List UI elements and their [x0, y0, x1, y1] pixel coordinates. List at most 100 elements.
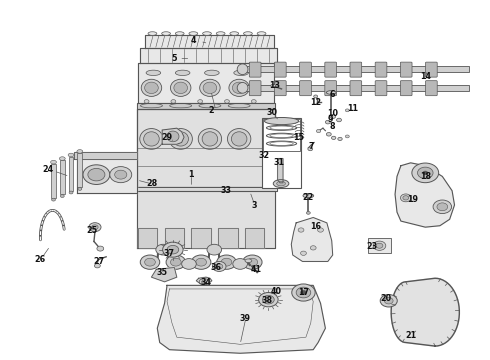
Text: 4: 4	[191, 36, 196, 45]
Text: 2: 2	[208, 106, 214, 115]
FancyBboxPatch shape	[375, 62, 387, 77]
Ellipse shape	[78, 188, 82, 190]
Ellipse shape	[373, 241, 386, 250]
Ellipse shape	[423, 171, 428, 175]
Ellipse shape	[212, 261, 226, 271]
Polygon shape	[135, 187, 277, 192]
Text: 27: 27	[93, 257, 104, 266]
Ellipse shape	[298, 228, 304, 232]
Text: 10: 10	[327, 109, 338, 118]
Bar	[243, 66, 469, 72]
Ellipse shape	[412, 163, 439, 183]
FancyBboxPatch shape	[425, 81, 437, 96]
Ellipse shape	[144, 100, 149, 103]
Ellipse shape	[59, 157, 65, 160]
Text: 1: 1	[189, 170, 194, 179]
Polygon shape	[137, 192, 275, 248]
Ellipse shape	[243, 255, 262, 269]
Text: 29: 29	[162, 132, 172, 141]
Ellipse shape	[326, 91, 336, 94]
Ellipse shape	[257, 32, 266, 35]
Polygon shape	[145, 35, 274, 48]
FancyBboxPatch shape	[325, 81, 337, 96]
Ellipse shape	[337, 118, 342, 122]
Text: 30: 30	[266, 108, 277, 117]
Bar	[51, 164, 56, 198]
Ellipse shape	[95, 264, 100, 268]
Ellipse shape	[216, 32, 225, 35]
Ellipse shape	[237, 64, 248, 75]
Ellipse shape	[277, 181, 286, 186]
Text: 34: 34	[200, 278, 212, 287]
Text: 39: 39	[240, 314, 250, 323]
Polygon shape	[151, 267, 177, 282]
Polygon shape	[137, 103, 275, 109]
Text: 28: 28	[147, 179, 158, 188]
Text: 12: 12	[310, 98, 321, 107]
FancyBboxPatch shape	[425, 62, 437, 77]
Ellipse shape	[224, 100, 229, 103]
FancyBboxPatch shape	[300, 62, 311, 77]
Text: 14: 14	[420, 72, 431, 81]
Polygon shape	[192, 228, 211, 248]
Text: 3: 3	[252, 201, 257, 210]
Polygon shape	[291, 217, 333, 261]
Bar	[262, 118, 301, 188]
Ellipse shape	[403, 196, 409, 200]
Ellipse shape	[296, 287, 311, 298]
Polygon shape	[278, 158, 283, 183]
Ellipse shape	[273, 180, 289, 188]
Text: 13: 13	[269, 81, 280, 90]
Ellipse shape	[68, 153, 74, 157]
Ellipse shape	[310, 246, 316, 250]
FancyBboxPatch shape	[249, 81, 261, 96]
Ellipse shape	[317, 130, 321, 133]
Ellipse shape	[115, 170, 127, 179]
Ellipse shape	[300, 251, 306, 255]
Ellipse shape	[89, 223, 101, 231]
Text: 16: 16	[310, 222, 321, 231]
Ellipse shape	[380, 294, 397, 307]
Ellipse shape	[384, 297, 393, 304]
FancyBboxPatch shape	[400, 81, 412, 96]
FancyBboxPatch shape	[350, 62, 362, 77]
Ellipse shape	[345, 109, 349, 112]
Polygon shape	[137, 109, 275, 187]
Ellipse shape	[232, 82, 246, 94]
Ellipse shape	[140, 255, 160, 269]
Polygon shape	[245, 228, 265, 248]
Ellipse shape	[204, 70, 219, 76]
Ellipse shape	[141, 79, 162, 96]
Text: 23: 23	[366, 242, 377, 251]
Ellipse shape	[83, 165, 110, 184]
Ellipse shape	[69, 191, 73, 194]
Ellipse shape	[192, 255, 211, 269]
Ellipse shape	[196, 258, 206, 266]
Ellipse shape	[306, 211, 310, 214]
Text: 5: 5	[172, 54, 177, 63]
Ellipse shape	[308, 147, 313, 151]
Ellipse shape	[244, 32, 252, 35]
Ellipse shape	[202, 32, 211, 35]
Ellipse shape	[227, 129, 251, 149]
Ellipse shape	[345, 135, 349, 138]
Ellipse shape	[50, 160, 56, 164]
Ellipse shape	[376, 243, 383, 248]
Ellipse shape	[318, 228, 323, 232]
Ellipse shape	[145, 82, 158, 94]
Ellipse shape	[77, 150, 83, 153]
Bar	[368, 238, 391, 253]
FancyBboxPatch shape	[249, 62, 261, 77]
Bar	[263, 119, 300, 152]
Text: 8: 8	[330, 122, 336, 131]
Text: 37: 37	[164, 249, 175, 258]
Polygon shape	[140, 48, 277, 63]
Text: 19: 19	[408, 195, 418, 204]
Ellipse shape	[60, 195, 64, 198]
Ellipse shape	[221, 258, 232, 266]
Ellipse shape	[303, 194, 314, 198]
FancyBboxPatch shape	[274, 81, 286, 96]
Ellipse shape	[198, 129, 221, 149]
Ellipse shape	[437, 203, 448, 211]
Ellipse shape	[97, 246, 104, 251]
